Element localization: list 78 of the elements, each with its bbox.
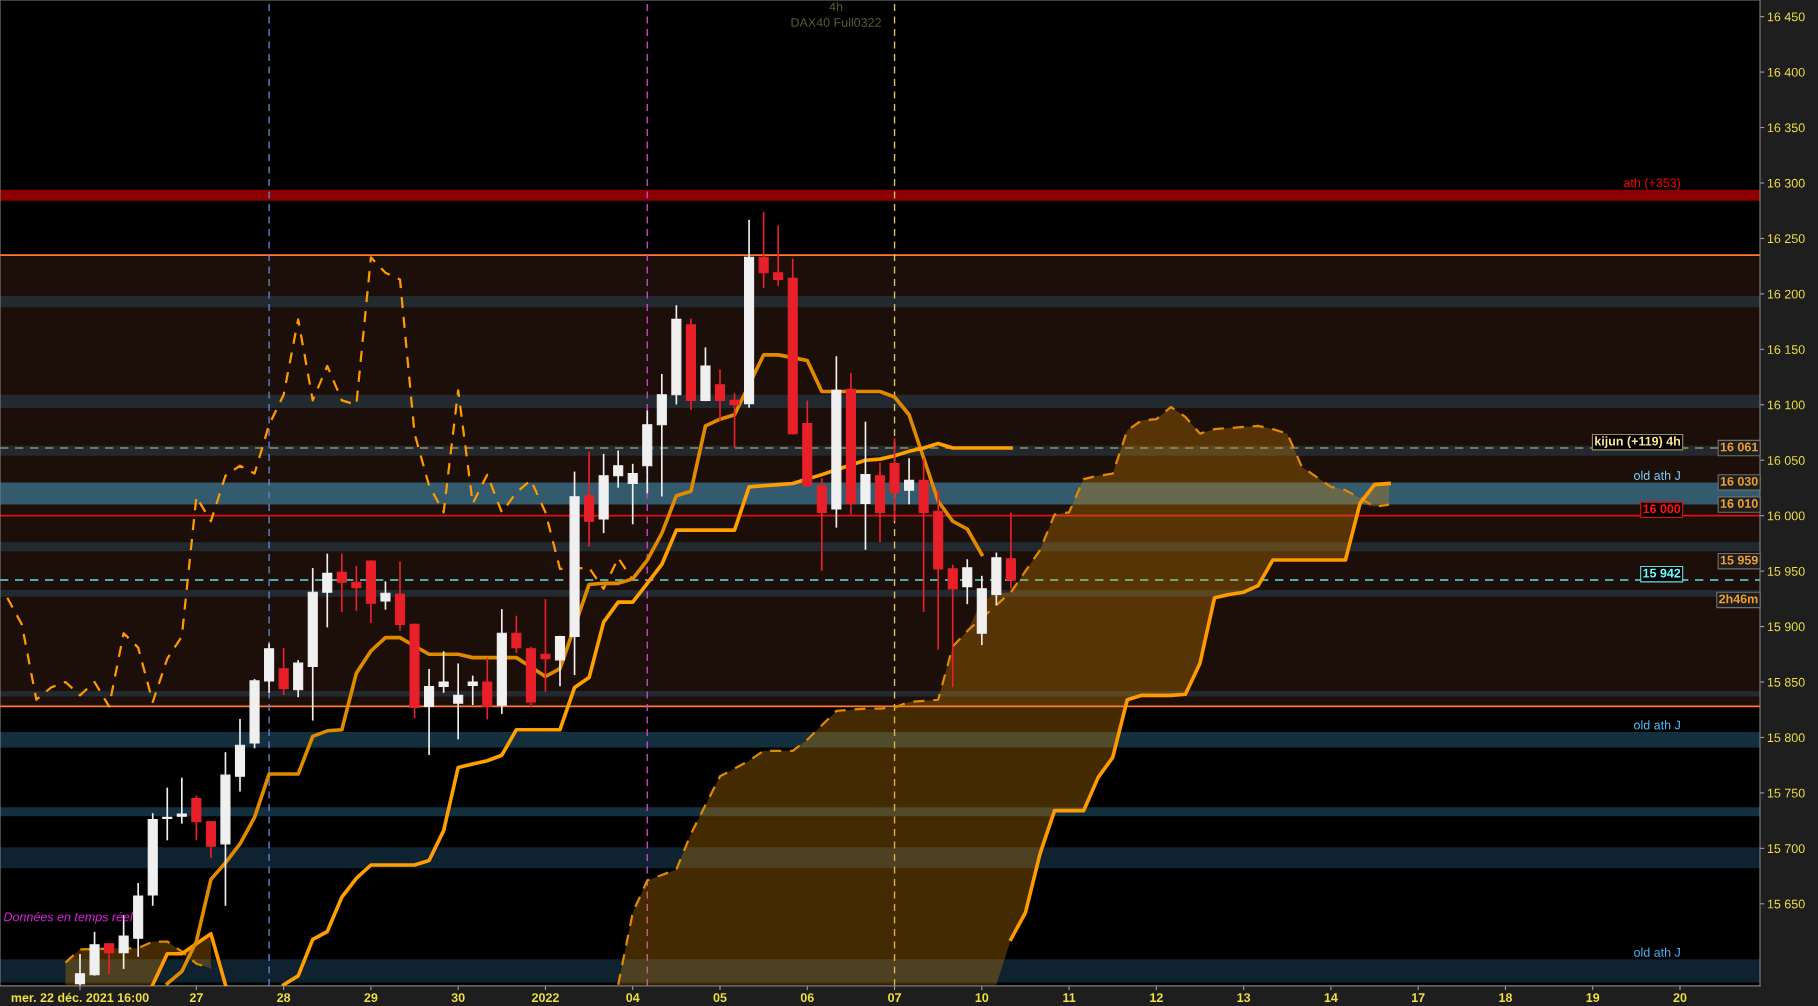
y-tick-label: 16 100 [1767, 400, 1805, 410]
y-tick-label: 15 800 [1767, 733, 1805, 743]
candlestick [162, 787, 173, 841]
y-tick-label: 15 650 [1767, 899, 1805, 909]
band-label: old ath J [1634, 470, 1680, 480]
candlestick [773, 225, 784, 286]
x-tick-label: 19 [1586, 993, 1600, 1003]
x-tick-label: 13 [1237, 993, 1251, 1003]
y-tick-label: 15 900 [1767, 622, 1805, 632]
candlestick [336, 553, 347, 612]
candlestick [904, 458, 915, 505]
candlestick [962, 559, 973, 605]
text: DAX40 Full0322 [791, 17, 881, 27]
annotation: Données en temps réel [3, 911, 134, 924]
candlestick [758, 212, 769, 289]
x-tick-label: 10 [975, 993, 989, 1003]
x-tick-label: 17 [1412, 993, 1425, 1002]
y-tick-label: 15 850 [1767, 677, 1805, 687]
y-tick-label: 16 300 [1767, 178, 1805, 188]
chart-title: 4h [829, 1, 843, 12]
x-tick-label: 20 [1673, 993, 1687, 1003]
candlestick [947, 564, 958, 688]
y-tick-label: 16 400 [1767, 67, 1805, 77]
candlestick [627, 463, 638, 525]
band-label: old ath J [1634, 720, 1680, 730]
annotation: 16 010 [1720, 499, 1758, 508]
x-tick-label: 27 [189, 993, 203, 1002]
candlestick [467, 675, 478, 706]
y-tick-label: 15 700 [1767, 844, 1805, 854]
candlestick [191, 795, 202, 841]
y-tick-label: 16 450 [1767, 12, 1805, 22]
candlestick [453, 663, 464, 740]
annotation: 2h46m [1719, 594, 1758, 604]
annotation: 16 061 [1720, 442, 1758, 452]
candlestick [613, 450, 624, 488]
ref-line-label: kijun (+119) 4h [1595, 436, 1681, 449]
y-tick-label: 16 200 [1767, 289, 1805, 299]
annotation: 15 959 [1720, 555, 1758, 565]
y-tick-label: 16 350 [1767, 123, 1805, 133]
y-tick-label: 16 000 [1767, 511, 1805, 521]
x-tick-label: 28 [277, 993, 291, 1003]
band-label: ath (+353) [1624, 177, 1681, 190]
x-tick-label: 11 [1063, 993, 1076, 1002]
annotation: 16 030 [1720, 476, 1758, 486]
candlestick [714, 369, 726, 422]
x-tick-label: 07 [888, 993, 901, 1003]
x-tick-label: 30 [451, 993, 465, 1003]
candlestick [1005, 512, 1016, 589]
y-tick-label: 15 750 [1767, 788, 1805, 798]
band-label: old ath J [1634, 947, 1680, 957]
y-tick-label: 15 950 [1767, 566, 1805, 576]
y-tick-label: 16 150 [1767, 345, 1805, 354]
candlestick [511, 615, 522, 653]
candlestick [380, 581, 391, 610]
x-tick-label: 04 [626, 993, 640, 1003]
candlestick [554, 635, 566, 687]
candlestick [104, 942, 115, 975]
x-tick-label: 29 [364, 993, 378, 1003]
x-tick-label: 12 [1150, 993, 1163, 1002]
x-tick-label: 14 [1324, 993, 1338, 1002]
candlestick [351, 565, 362, 611]
candlestick [540, 599, 551, 692]
candlestick [74, 953, 86, 986]
x-tick-label: mer. 22 déc. 2021 16:00 [11, 992, 149, 1003]
x-tick-label: 18 [1499, 993, 1513, 1003]
candlestick [729, 392, 740, 448]
candlestick [424, 668, 435, 755]
x-tick-label: 06 [800, 993, 814, 1003]
ref-line-label: 15 942 [1643, 568, 1681, 578]
candlestick [322, 553, 333, 628]
candlestick [176, 777, 187, 824]
x-tick-label: 05 [713, 993, 727, 1003]
candlestick [438, 651, 449, 693]
y-tick-label: 16 050 [1767, 456, 1805, 465]
ref-line-label: 16 000 [1643, 504, 1681, 514]
y-tick-label: 16 250 [1767, 234, 1805, 244]
x-tick-label: 2022 [531, 993, 559, 1003]
candlestick [278, 647, 289, 696]
